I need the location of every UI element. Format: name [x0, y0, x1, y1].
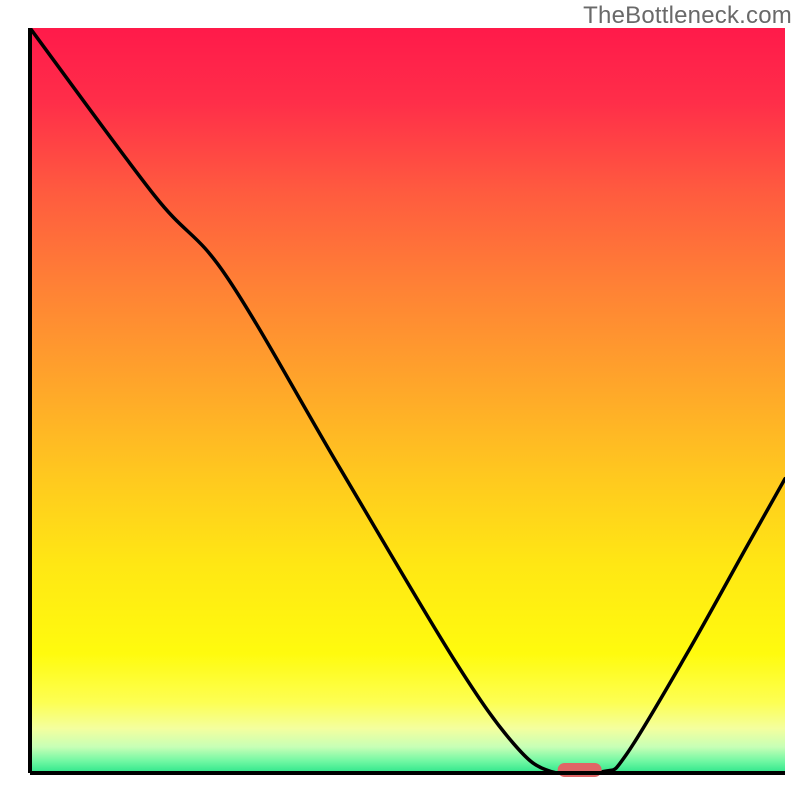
plot-background [30, 28, 785, 773]
bottleneck-chart [0, 0, 800, 800]
